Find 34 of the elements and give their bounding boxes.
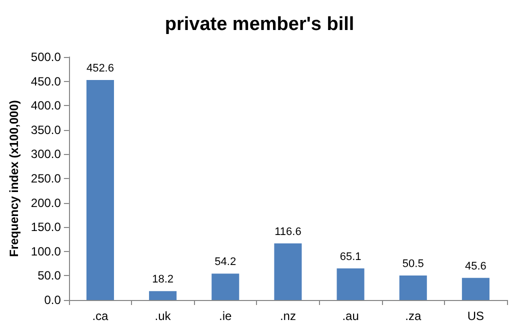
y-tick-label: 300.0: [30, 147, 62, 162]
data-label: 65.1: [340, 250, 362, 263]
x-tick-label: .nz: [280, 309, 296, 323]
y-axis-title: Frequency index (x100,000): [7, 100, 21, 257]
x-tick-label: .za: [405, 309, 422, 323]
bar: [462, 278, 490, 300]
y-tick-label: 150.0: [30, 220, 62, 234]
bar: [274, 243, 302, 300]
x-tick-label: US: [467, 309, 484, 323]
y-tick-label: 0.0: [44, 293, 62, 307]
y-tick-label: 200.0: [30, 196, 62, 210]
x-tick-label: .uk: [154, 309, 172, 323]
y-tick-label: 350.0: [30, 122, 62, 137]
data-label: 45.6: [465, 260, 486, 272]
y-tick-label: 400.0: [30, 98, 62, 113]
data-label: 18.2: [152, 274, 174, 286]
chart-title: private member's bill: [164, 14, 354, 35]
y-tick-label: 250.0: [30, 172, 62, 186]
y-tick-label: 50.0: [38, 268, 62, 283]
data-label: 116.6: [274, 226, 302, 238]
bar: [336, 268, 364, 300]
y-tick-label: 500.0: [30, 50, 62, 64]
bar: [86, 80, 114, 300]
x-tick-label: .au: [342, 309, 359, 323]
bar: [149, 291, 177, 300]
bar: [212, 274, 240, 300]
data-label: 50.5: [402, 258, 424, 270]
x-tick-label: .ca: [92, 309, 109, 323]
y-tick-label: 450.0: [30, 74, 62, 88]
y-tick-label: 100.0: [30, 244, 62, 258]
bar: [399, 275, 427, 300]
x-tick-label: .ie: [219, 309, 232, 323]
data-label: 54.2: [214, 256, 236, 268]
data-label: 452.6: [86, 62, 114, 75]
